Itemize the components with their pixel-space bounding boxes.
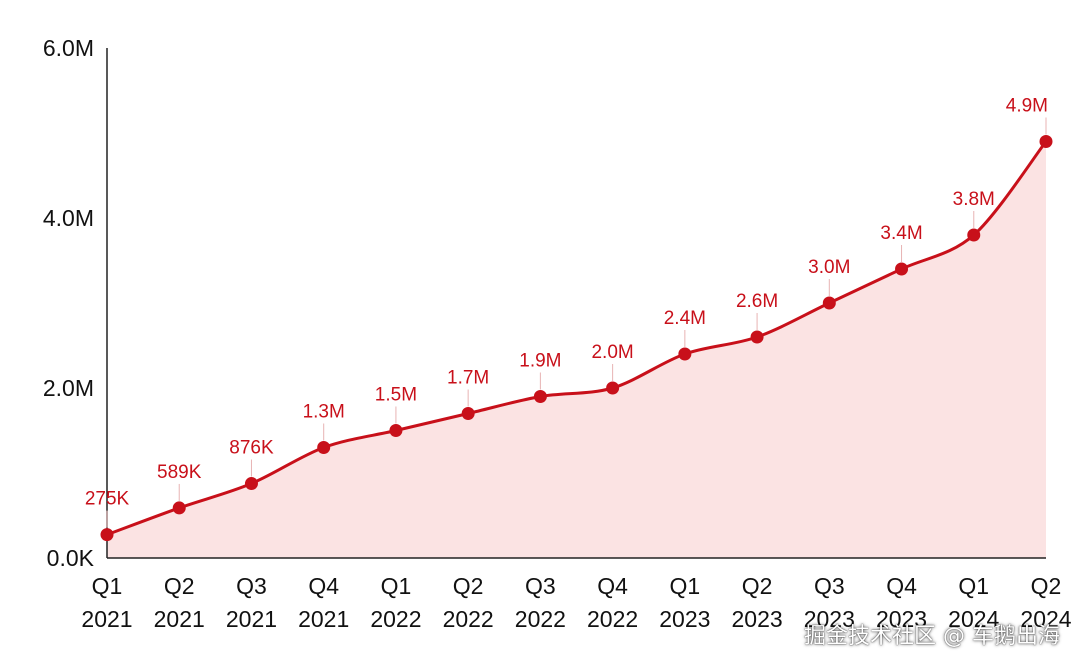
data-label: 4.9M (1006, 96, 1048, 117)
data-label: 2.0M (591, 342, 633, 363)
data-point (317, 441, 331, 454)
x-tick-label: Q4 (886, 573, 917, 599)
data-label: 2.4M (664, 308, 706, 329)
data-point (100, 528, 114, 542)
x-tick-label: 2021 (81, 606, 132, 632)
x-tick-label: Q1 (92, 573, 123, 599)
x-tick-label: Q3 (814, 573, 845, 599)
x-tick-label: 2024 (948, 606, 999, 632)
x-tick-label: Q1 (958, 573, 989, 599)
x-tick-label: Q3 (236, 573, 267, 599)
data-point (750, 330, 764, 344)
x-tick-label: 2024 (1020, 606, 1071, 632)
data-point (1039, 135, 1053, 148)
data-point (606, 381, 620, 395)
data-point (678, 347, 692, 361)
x-tick-label: 2022 (515, 606, 566, 632)
data-point (895, 262, 909, 276)
x-tick-label: 2021 (154, 606, 205, 632)
x-tick-label: Q2 (453, 573, 484, 599)
area-fill (107, 141, 1046, 558)
data-label: 876K (229, 438, 274, 459)
y-tick-label: 6.0M (43, 35, 94, 61)
x-tick-label: Q1 (381, 573, 412, 599)
x-tick-label: 2023 (804, 606, 855, 632)
x-tick-label: Q4 (308, 573, 339, 599)
data-point (244, 477, 258, 491)
data-label: 1.9M (519, 351, 561, 372)
x-tick-label: Q2 (742, 573, 773, 599)
y-tick-label: 2.0M (43, 375, 94, 401)
x-tick-label: Q3 (525, 573, 556, 599)
data-label: 275K (85, 489, 130, 510)
data-label: 3.8M (953, 189, 995, 210)
data-label: 1.7M (447, 368, 489, 389)
data-label: 1.3M (303, 402, 345, 423)
y-tick-label: 0.0K (47, 545, 95, 571)
x-tick-label: 2023 (659, 606, 710, 632)
watermark: 掘金技术社区 @ 车鹅出海 (804, 624, 1060, 649)
data-point (461, 407, 475, 420)
data-label: 1.5M (375, 385, 417, 406)
x-tick-label: 2022 (443, 606, 494, 632)
data-label: 3.4M (880, 223, 922, 244)
data-label: 589K (157, 462, 202, 483)
data-point (967, 228, 981, 242)
x-tick-label: 2022 (370, 606, 421, 632)
data-label: 3.0M (808, 257, 850, 278)
x-tick-label: Q2 (164, 573, 195, 599)
y-tick-label: 4.0M (43, 205, 94, 231)
data-point (822, 296, 836, 310)
data-point (172, 501, 186, 515)
x-tick-label: Q1 (670, 573, 701, 599)
data-label: 2.6M (736, 291, 778, 312)
x-tick-label: 2023 (876, 606, 927, 632)
data-point (533, 390, 547, 403)
x-tick-label: Q4 (597, 573, 628, 599)
x-tick-label: 2022 (587, 606, 638, 632)
data-point (389, 424, 403, 437)
x-tick-label: 2023 (731, 606, 782, 632)
x-tick-label: 2021 (226, 606, 277, 632)
x-tick-label: 2021 (298, 606, 349, 632)
x-tick-label: Q2 (1031, 573, 1062, 599)
